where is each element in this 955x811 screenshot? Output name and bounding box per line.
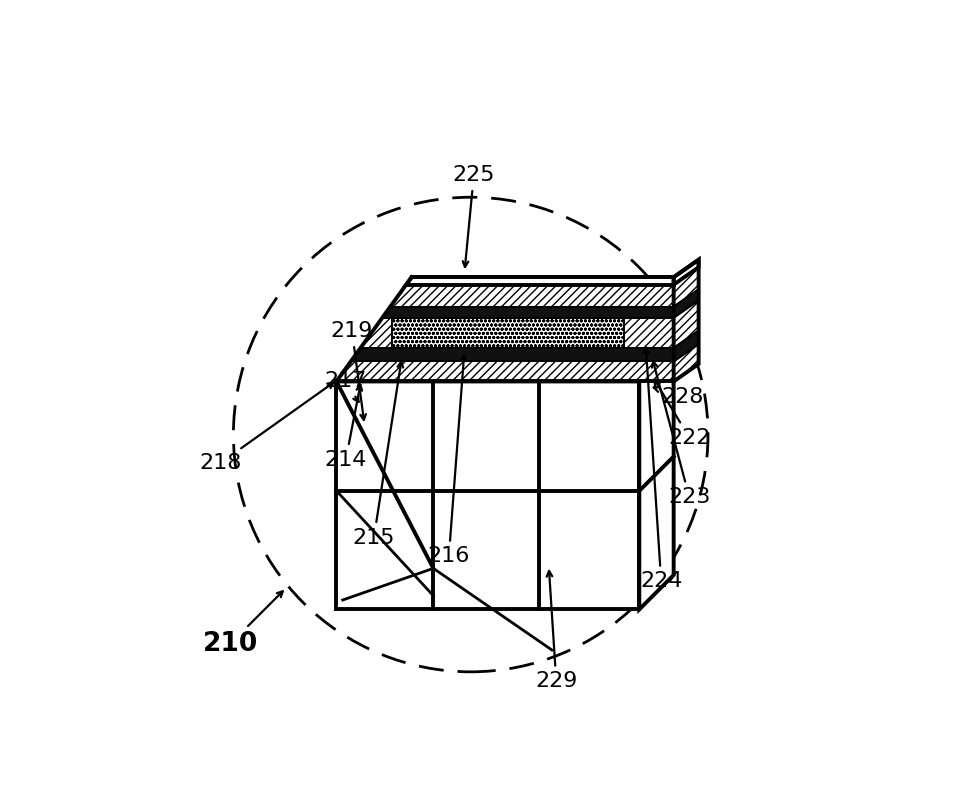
Text: 228: 228: [653, 387, 704, 407]
Text: 218: 218: [200, 383, 333, 473]
Text: 223: 223: [652, 362, 711, 507]
Polygon shape: [391, 285, 673, 307]
Polygon shape: [673, 267, 699, 307]
Polygon shape: [673, 289, 699, 318]
Polygon shape: [382, 307, 673, 318]
Polygon shape: [350, 348, 673, 362]
Polygon shape: [639, 347, 673, 609]
Polygon shape: [673, 344, 699, 381]
Polygon shape: [336, 381, 639, 609]
Text: 216: 216: [428, 355, 470, 566]
Polygon shape: [336, 362, 673, 381]
Text: 217: 217: [325, 371, 367, 402]
Polygon shape: [673, 330, 699, 362]
Polygon shape: [336, 347, 673, 381]
Text: 225: 225: [453, 165, 495, 267]
Text: 215: 215: [352, 362, 403, 547]
Polygon shape: [406, 277, 673, 285]
Text: 210: 210: [202, 591, 283, 657]
Text: 224: 224: [640, 347, 683, 591]
Text: 219: 219: [330, 321, 373, 420]
Polygon shape: [673, 300, 699, 348]
Text: 214: 214: [325, 384, 367, 470]
Polygon shape: [673, 260, 699, 285]
Text: 222: 222: [654, 380, 711, 448]
Polygon shape: [392, 318, 624, 348]
Polygon shape: [361, 318, 673, 348]
Polygon shape: [336, 347, 371, 381]
Text: 229: 229: [535, 571, 578, 691]
